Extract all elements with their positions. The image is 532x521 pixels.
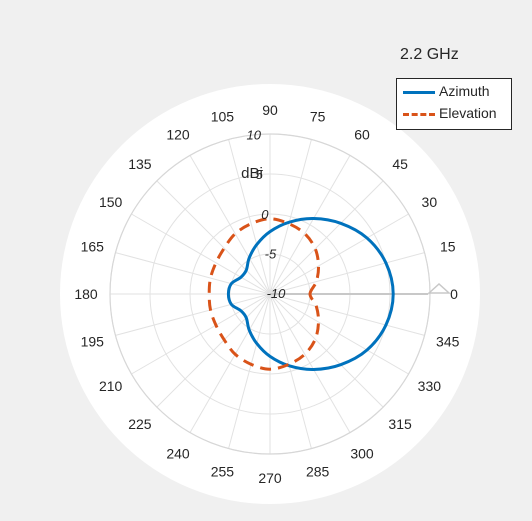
radial-tick-label: 10 [246, 128, 261, 143]
legend-label-azimuth: Azimuth [439, 83, 490, 99]
angular-gridline [269, 293, 384, 408]
angular-gridline [228, 139, 271, 295]
polar-grid [109, 133, 451, 455]
angular-gridline [115, 293, 271, 336]
angular-gridline [269, 252, 425, 295]
angular-gridline [131, 293, 271, 375]
angle-tick-label: 165 [81, 238, 105, 254]
angle-tick-label: 135 [128, 156, 152, 172]
angle-tick-label: 270 [258, 470, 282, 486]
angular-gridline [115, 252, 271, 295]
angle-tick-label: 15 [440, 238, 456, 254]
angle-tick-label: 300 [350, 445, 374, 461]
legend-item-azimuth[interactable]: Azimuth [397, 81, 511, 103]
angle-tick-label: 240 [166, 445, 190, 461]
angular-gridline [228, 293, 271, 449]
angular-gridline [189, 155, 271, 295]
radial-tick-label: 0 [261, 207, 269, 222]
angle-tick-label: 345 [436, 334, 460, 350]
legend-label-elevation: Elevation [439, 105, 497, 121]
angular-gridline [269, 293, 351, 433]
angle-tick-label: 180 [74, 286, 98, 302]
angle-tick-label: 75 [310, 108, 326, 124]
angle-tick-label: 210 [99, 378, 123, 394]
outer-boundary [109, 133, 431, 455]
radial-unit-label: dBi [241, 165, 263, 182]
series-layer [207, 216, 395, 372]
radial-tick-label: -5 [265, 246, 277, 261]
angle-tick-label: 255 [211, 464, 235, 480]
angle-tick-label: 120 [166, 127, 190, 143]
angular-gridline [131, 213, 271, 295]
legend-item-elevation[interactable]: Elevation [397, 103, 511, 125]
legend-swatch-elevation [403, 113, 435, 116]
angle-tick-label: 45 [392, 156, 408, 172]
angular-gridline [156, 293, 271, 408]
angular-gridline [269, 180, 384, 295]
angular-gridline [189, 293, 271, 433]
angular-gridline [269, 213, 409, 295]
angle-tick-label: 195 [81, 334, 105, 350]
angular-gridline [269, 293, 409, 375]
series-line-azimuth [226, 216, 395, 372]
radial-tick-label: 5 [256, 167, 264, 182]
legend[interactable]: Azimuth Elevation [396, 78, 512, 130]
angular-gridline [269, 139, 312, 295]
angular-gridline [269, 293, 312, 449]
reference-marker-triangle [427, 282, 451, 294]
angle-tick-label: 90 [262, 102, 278, 118]
angular-gridline [156, 180, 271, 295]
angular-gridline [269, 155, 351, 295]
angle-tick-label: 315 [388, 416, 412, 432]
angle-tick-label: 30 [422, 194, 438, 210]
tick-labels: 0153045607590105120135150165180195210225… [74, 102, 459, 486]
angle-tick-label: 150 [99, 194, 123, 210]
angle-tick-label: 330 [418, 378, 442, 394]
chart-title: 2.2 GHz [400, 46, 459, 63]
angle-tick-label: 225 [128, 416, 152, 432]
angle-tick-label: 285 [306, 464, 330, 480]
angular-gridline [269, 293, 425, 336]
angle-tick-label: 0 [450, 286, 458, 302]
radial-tick-label: -10 [267, 286, 287, 301]
angle-tick-label: 60 [354, 127, 370, 143]
angle-tick-label: 105 [211, 108, 235, 124]
legend-swatch-azimuth [403, 91, 435, 94]
